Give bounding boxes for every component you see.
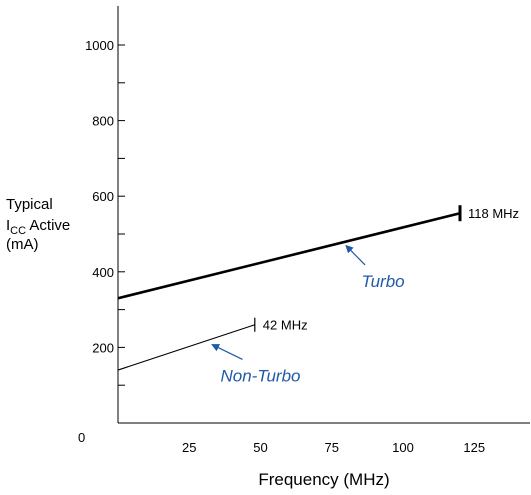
x-tick-label-25: 25 xyxy=(182,440,196,455)
series-turbo: 118 MHz Turbo xyxy=(117,205,519,300)
y-axis-title-line-3: (mA) xyxy=(6,236,39,253)
series-end-label-non-turbo: 42 MHz xyxy=(263,318,308,333)
plot-area xyxy=(117,6,530,424)
series-line-non-turbo xyxy=(117,324,255,371)
y-tick-label-600: 600 xyxy=(92,189,114,204)
x-tick-label-50: 50 xyxy=(253,440,267,455)
origin-label: 0 xyxy=(78,430,85,445)
y-tick-label-800: 800 xyxy=(92,114,114,129)
y-ticks: 200 400 600 800 1000 xyxy=(85,38,125,386)
y-axis-title-line-1: Typical xyxy=(6,196,53,213)
y-axis-title-rest: Active xyxy=(26,217,70,234)
y-tick-label-1000: 1000 xyxy=(85,38,114,53)
x-tick-label-100: 100 xyxy=(392,440,414,455)
series-group: 118 MHz Turbo 42 MHz Non-Turbo xyxy=(117,205,519,385)
y-tick-label-200: 200 xyxy=(92,340,114,355)
y-axis-title-subscript: CC xyxy=(10,225,26,237)
series-non-turbo: 42 MHz Non-Turbo xyxy=(117,317,308,385)
series-arrow-turbo xyxy=(345,244,366,266)
x-tick-label-125: 125 xyxy=(463,440,485,455)
series-name-label-turbo: Turbo xyxy=(361,272,404,291)
series-name-label-non-turbo: Non-Turbo xyxy=(221,366,301,385)
series-end-label-turbo: 118 MHz xyxy=(468,206,519,221)
x-ticks: 25 50 75 100 125 xyxy=(182,440,485,455)
y-axis-title-symbol: I xyxy=(6,217,10,234)
series-line-turbo xyxy=(117,211,461,300)
x-axis-title: Frequency (MHz) xyxy=(258,470,389,489)
x-tick-label-75: 75 xyxy=(325,440,339,455)
y-axis-title: Typical ICC Active (mA) xyxy=(6,196,70,253)
series-arrow-non-turbo xyxy=(211,344,243,360)
y-axis-title-line-2: ICC Active xyxy=(6,217,70,237)
y-tick-label-400: 400 xyxy=(92,265,114,280)
